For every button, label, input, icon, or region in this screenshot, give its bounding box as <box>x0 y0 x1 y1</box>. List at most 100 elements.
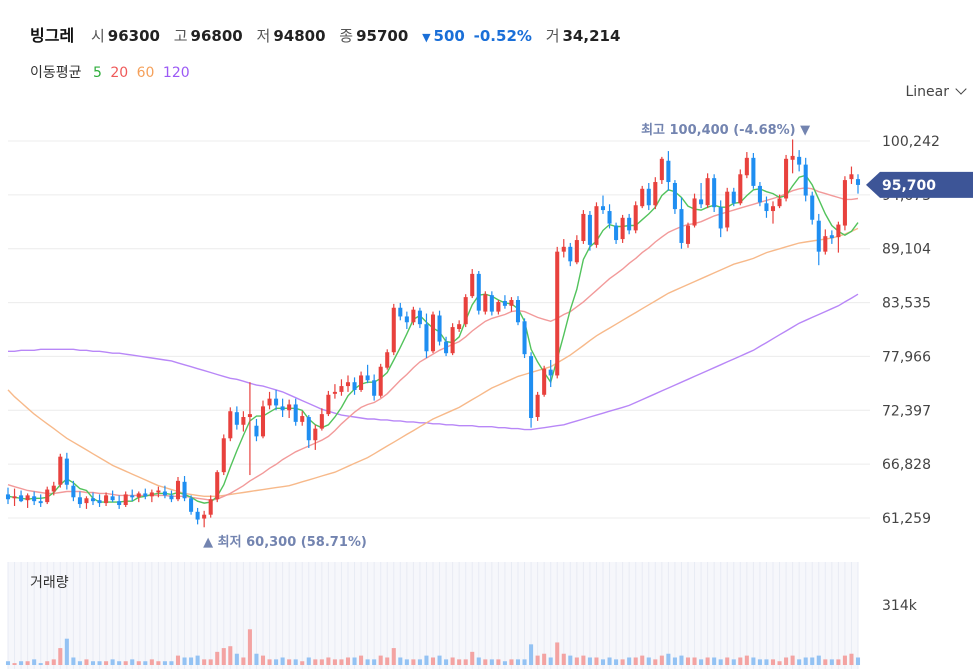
candle-body <box>529 356 534 418</box>
volume-bar <box>195 655 200 665</box>
volume-panel-label: 거래량 <box>30 575 69 591</box>
candle-body <box>561 246 566 252</box>
candle-body <box>25 495 30 501</box>
volume-bar <box>587 657 592 665</box>
candle-body <box>548 369 553 376</box>
candle-body <box>770 206 776 212</box>
volume-bar <box>228 646 233 665</box>
volume-bar <box>404 659 409 665</box>
volume-bar <box>189 657 194 665</box>
candle-body <box>359 375 364 390</box>
candle-body <box>509 300 514 306</box>
volume-bar <box>221 648 226 665</box>
volume-bar <box>594 657 599 665</box>
candle-body <box>372 380 377 396</box>
candle-body <box>672 182 677 210</box>
volume-bar <box>542 653 547 665</box>
volume-bar <box>162 661 167 665</box>
candle-body <box>345 382 351 387</box>
candle-body <box>515 300 521 323</box>
high-label: 고 <box>173 27 188 45</box>
candle-body <box>274 398 279 406</box>
candle-body <box>522 321 527 355</box>
volume-bar <box>352 657 357 665</box>
candle-body <box>659 158 664 181</box>
candle-body <box>411 309 416 323</box>
volume-value: 34,214 <box>562 27 621 45</box>
ma120-line <box>8 293 859 431</box>
candle-body <box>228 411 233 439</box>
volume-bar <box>561 653 566 665</box>
candle-body <box>430 314 436 352</box>
ma-legend-120[interactable]: 120 <box>162 65 190 81</box>
stock-name: 빙그레 <box>30 26 75 45</box>
volume-bar <box>509 659 514 665</box>
close-value: 95700 <box>356 27 409 45</box>
candle-body <box>483 294 488 312</box>
candle-body <box>45 489 50 503</box>
volume-bar <box>718 659 723 665</box>
volume-bar <box>104 661 109 665</box>
candle-body <box>84 498 89 504</box>
candle-body <box>450 327 455 354</box>
volume-bar <box>770 659 776 665</box>
volume-bar <box>300 661 305 665</box>
volume-bar <box>437 655 442 665</box>
volume-bar <box>77 661 82 665</box>
candle-body <box>260 406 266 437</box>
volume-bar <box>110 659 115 665</box>
candle-body <box>607 211 612 224</box>
candle-body <box>705 178 710 206</box>
current-price-tag <box>866 171 973 198</box>
candle-body <box>699 199 704 205</box>
ma-legend-20[interactable]: 20 <box>110 65 129 81</box>
candle-body <box>326 394 331 415</box>
candle-body <box>444 341 449 354</box>
volume-bar <box>25 661 30 665</box>
scale-selector[interactable]: Linear <box>905 83 967 100</box>
candle-body <box>51 485 56 492</box>
down-arrow-icon: ▼ <box>422 31 431 44</box>
volume-bar <box>391 648 396 665</box>
candle-body <box>404 316 409 323</box>
ma-legend: 이동평균 5 20 60 120 <box>30 62 194 82</box>
volume-bar <box>32 659 37 665</box>
candle-body <box>32 496 37 502</box>
candle-body <box>777 198 782 207</box>
candle-body <box>738 174 743 204</box>
candle-body <box>195 511 200 520</box>
volume-bar <box>470 651 475 665</box>
volume-bar <box>339 659 344 665</box>
volume-bar <box>666 653 671 665</box>
candle-body <box>751 157 756 186</box>
ma-legend-60[interactable]: 60 <box>136 65 155 81</box>
volume-bar <box>620 659 625 665</box>
candle-body <box>457 324 462 330</box>
volume-bar <box>738 657 743 665</box>
volume-bar <box>385 657 390 665</box>
volume-bar <box>175 655 181 665</box>
candle-body <box>352 382 357 390</box>
volume-bar <box>430 657 436 665</box>
volume-bar <box>143 661 148 665</box>
candle-body <box>417 310 422 325</box>
candle-body <box>110 496 115 501</box>
volume-bar <box>247 629 252 665</box>
candle-body <box>829 235 834 239</box>
volume-bar <box>260 655 266 665</box>
volume-bar <box>489 659 494 665</box>
volume-bar <box>280 657 285 665</box>
candle-body <box>71 485 76 498</box>
candle-body <box>182 481 187 499</box>
volume-bar <box>51 659 56 665</box>
volume-bar <box>757 659 762 665</box>
candle-body <box>221 438 226 473</box>
volume-bar <box>725 657 730 665</box>
volume-bar <box>849 653 854 665</box>
ma-legend-5[interactable]: 5 <box>92 65 102 81</box>
volume-bar <box>169 661 174 665</box>
open-label: 시 <box>90 27 105 45</box>
candle-body <box>685 225 691 244</box>
candle-body <box>130 495 135 498</box>
